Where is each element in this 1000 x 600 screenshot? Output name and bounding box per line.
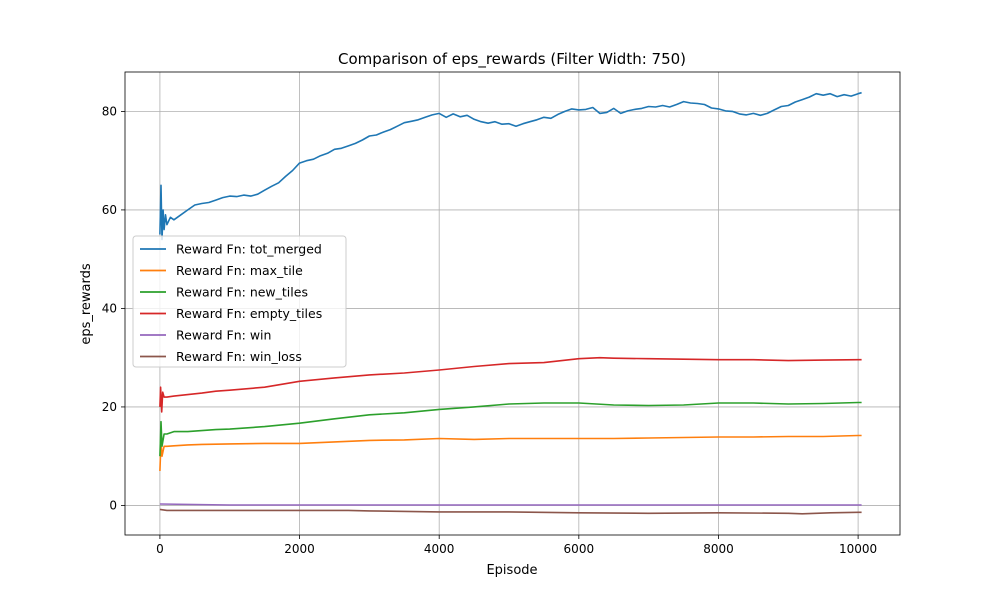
legend-entry-label: Reward Fn: tot_merged bbox=[176, 242, 322, 257]
y-tick-label: 20 bbox=[102, 400, 117, 414]
x-tick-label: 6000 bbox=[564, 542, 595, 556]
x-tick-label: 0 bbox=[156, 542, 164, 556]
series-line-5 bbox=[159, 503, 862, 506]
x-axis-label: Episode bbox=[486, 563, 537, 578]
y-axis-ticks: 0 20 40 60 80 bbox=[102, 104, 125, 512]
legend-entry-label: Reward Fn: win_loss bbox=[176, 349, 302, 364]
x-tick-label: 4000 bbox=[424, 542, 455, 556]
legend-entry-label: Reward Fn: empty_tiles bbox=[176, 306, 322, 321]
legend-entry-label: Reward Fn: new_tiles bbox=[176, 285, 308, 300]
legend: Reward Fn: tot_merged Reward Fn: max_tile… bbox=[132, 235, 347, 368]
y-tick-label: 60 bbox=[102, 203, 117, 217]
series-line-3 bbox=[159, 401, 862, 457]
y-tick-label: 80 bbox=[102, 104, 117, 118]
legend-entry-label: Reward Fn: win bbox=[176, 328, 271, 343]
x-tick-label: 2000 bbox=[284, 542, 315, 556]
series-group bbox=[159, 91, 862, 515]
axes-frame bbox=[124, 71, 901, 536]
legend-frame bbox=[132, 235, 347, 368]
y-tick-label: 0 bbox=[109, 498, 117, 512]
series-line-4 bbox=[159, 356, 862, 413]
legend-entry-label: Reward Fn: max_tile bbox=[176, 263, 303, 278]
x-tick-label: 8000 bbox=[703, 542, 734, 556]
x-axis-ticks: 0 2000 4000 6000 8000 10000 bbox=[156, 535, 877, 556]
y-axis-label: eps_rewards bbox=[79, 263, 94, 345]
x-tick-label: 10000 bbox=[839, 542, 877, 556]
chart-title: Comparison of eps_rewards (Filter Width:… bbox=[338, 50, 686, 69]
series-line-2 bbox=[159, 434, 862, 472]
series-line-1 bbox=[159, 91, 862, 241]
series-line-6 bbox=[159, 508, 862, 515]
y-tick-label: 40 bbox=[102, 301, 117, 315]
